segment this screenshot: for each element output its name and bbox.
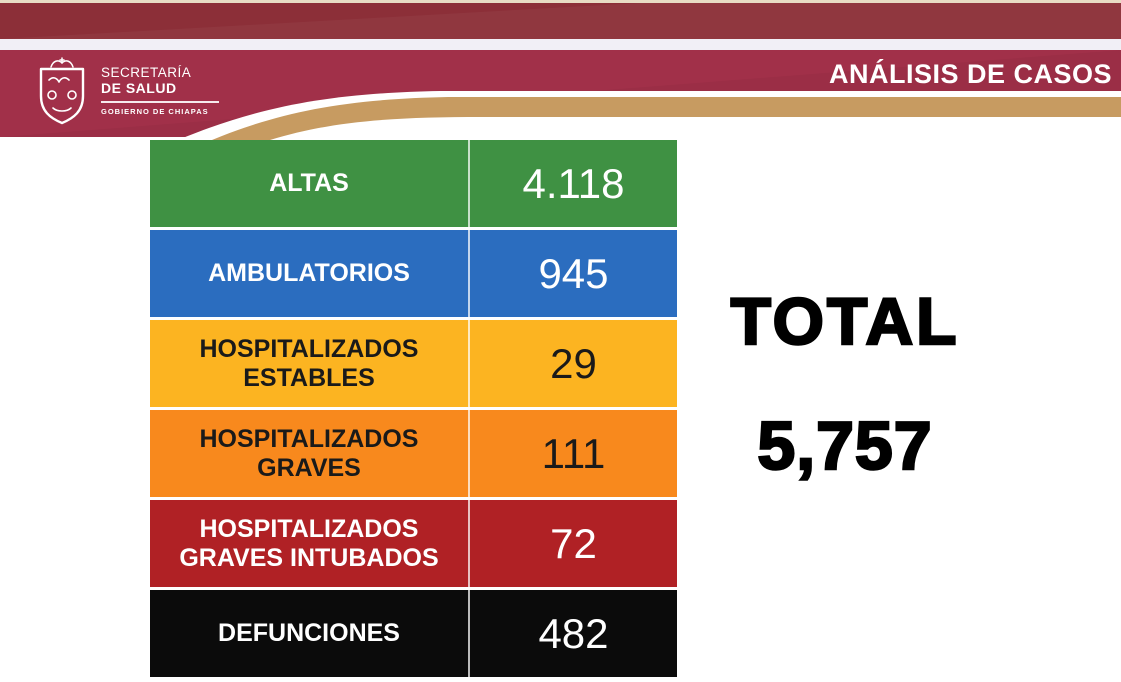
coat-of-arms-icon	[39, 57, 85, 125]
logo-org-line1: SECRETARÍA	[101, 65, 192, 81]
row-label: HOSPITALIZADOS GRAVES	[150, 410, 470, 497]
row-label: HOSPITALIZADOS ESTABLES	[150, 320, 470, 407]
white-gap-band	[0, 39, 1121, 50]
table-row: HOSPITALIZADOS GRAVES INTUBADOS 72	[150, 500, 677, 587]
row-label: DEFUNCIONES	[150, 590, 470, 677]
total-block: TOTAL 5,757	[695, 284, 995, 484]
cases-table: ALTAS 4.118 AMBULATORIOS 945 HOSPITALIZA…	[150, 140, 677, 677]
header-banner	[0, 0, 1121, 140]
table-row: HOSPITALIZADOS GRAVES 111	[150, 410, 677, 497]
top-cream-line	[0, 0, 1121, 3]
logo-org-line2: DE SALUD	[101, 79, 177, 96]
secretaria-salud-logo: SECRETARÍA DE SALUD GOBIERNO DE CHIAPAS	[34, 56, 219, 126]
row-value: 72	[550, 519, 597, 567]
row-value: 29	[550, 339, 597, 387]
logo-divider	[101, 101, 219, 103]
table-row: HOSPITALIZADOS ESTABLES 29	[150, 320, 677, 407]
row-label: HOSPITALIZADOS GRAVES INTUBADOS	[150, 500, 470, 587]
total-label: TOTAL	[729, 284, 960, 358]
total-value: 5,757	[756, 408, 933, 484]
row-value: 4.118	[522, 159, 625, 207]
row-value: 482	[538, 609, 609, 657]
table-row: ALTAS 4.118	[150, 140, 677, 227]
maroon-band	[0, 3, 1121, 39]
page-title: ANÁLISIS DE CASOS	[828, 59, 1112, 89]
table-row: DEFUNCIONES 482	[150, 590, 677, 677]
row-value: 945	[538, 249, 609, 297]
row-value: 111	[541, 429, 606, 477]
maroon-band-sheen	[0, 3, 1121, 39]
logo-gov-line: GOBIERNO DE CHIAPAS	[101, 106, 209, 116]
table-row: AMBULATORIOS 945	[150, 230, 677, 317]
row-label: ALTAS	[150, 140, 470, 227]
gold-ribbon	[212, 97, 1121, 140]
row-label: AMBULATORIOS	[150, 230, 470, 317]
